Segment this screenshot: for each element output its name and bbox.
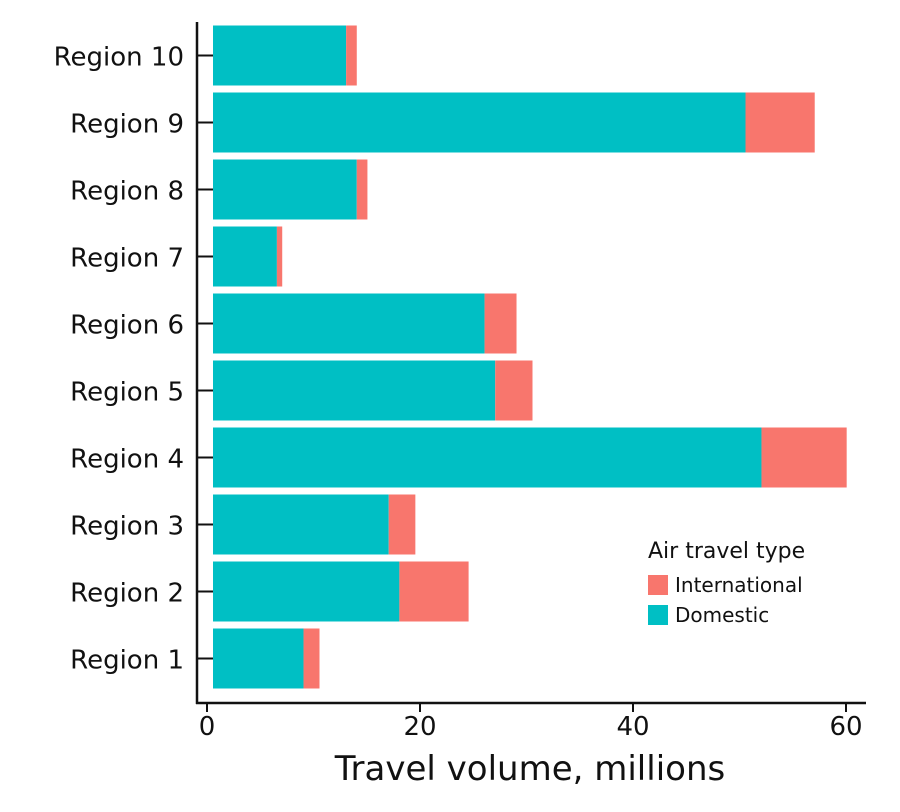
y-tick-label-region-9: Region 9 bbox=[70, 110, 184, 140]
legend: Air travel type International Domestic bbox=[648, 539, 805, 627]
legend-swatch-domestic bbox=[648, 605, 668, 625]
bar-region-9-international bbox=[745, 92, 815, 153]
bar-region-4-international bbox=[761, 427, 847, 488]
bar-region-10-international bbox=[346, 25, 357, 86]
bar-region-6-domestic bbox=[213, 293, 485, 354]
y-tick-label-region-6: Region 6 bbox=[70, 311, 184, 341]
bar-region-5-domestic bbox=[213, 360, 496, 421]
y-tick-label-region-4: Region 4 bbox=[70, 445, 184, 475]
legend-items: International Domestic bbox=[648, 573, 803, 627]
bar-region-10-domestic bbox=[213, 25, 347, 86]
y-tick-label-region-5: Region 5 bbox=[70, 378, 184, 408]
bar-region-3-international bbox=[388, 494, 416, 555]
y-tick-label-region-7: Region 7 bbox=[70, 244, 184, 274]
ticks-layer: Region 1 Region 2 Region 3 Region 4 Region 5… bbox=[54, 43, 863, 743]
x-tick-label-60: 60 bbox=[829, 712, 862, 742]
bar-region-3-domestic bbox=[213, 494, 389, 555]
x-tick-label-40: 40 bbox=[616, 712, 649, 742]
bar-region-6-international bbox=[484, 293, 517, 354]
x-tick-label-0: 0 bbox=[199, 712, 216, 742]
x-axis-title: Travel volume, millions bbox=[334, 749, 725, 789]
bars-layer bbox=[213, 25, 847, 689]
bar-region-7-domestic bbox=[213, 226, 277, 287]
bar-region-1-domestic bbox=[213, 628, 304, 689]
bar-region-8-international bbox=[356, 159, 368, 220]
bar-region-1-international bbox=[303, 628, 320, 689]
bar-region-8-domestic bbox=[213, 159, 357, 220]
bar-region-9-domestic bbox=[213, 92, 746, 153]
y-tick-label-region-2: Region 2 bbox=[70, 579, 184, 609]
bar-region-5-international bbox=[495, 360, 533, 421]
legend-title: Air travel type bbox=[648, 539, 805, 564]
y-tick-label-region-10: Region 10 bbox=[54, 43, 184, 73]
bar-region-7-international bbox=[276, 226, 283, 287]
legend-swatch-international bbox=[648, 575, 668, 595]
y-tick-label-region-1: Region 1 bbox=[70, 646, 184, 676]
x-tick-label-20: 20 bbox=[403, 712, 436, 742]
bar-region-2-domestic bbox=[213, 561, 400, 622]
legend-label-international: International bbox=[675, 573, 803, 597]
y-tick-label-region-3: Region 3 bbox=[70, 512, 184, 542]
y-tick-label-region-8: Region 8 bbox=[70, 177, 184, 207]
legend-label-domestic: Domestic bbox=[675, 603, 769, 627]
bar-region-4-domestic bbox=[213, 427, 762, 488]
bar-region-2-international bbox=[399, 561, 469, 622]
